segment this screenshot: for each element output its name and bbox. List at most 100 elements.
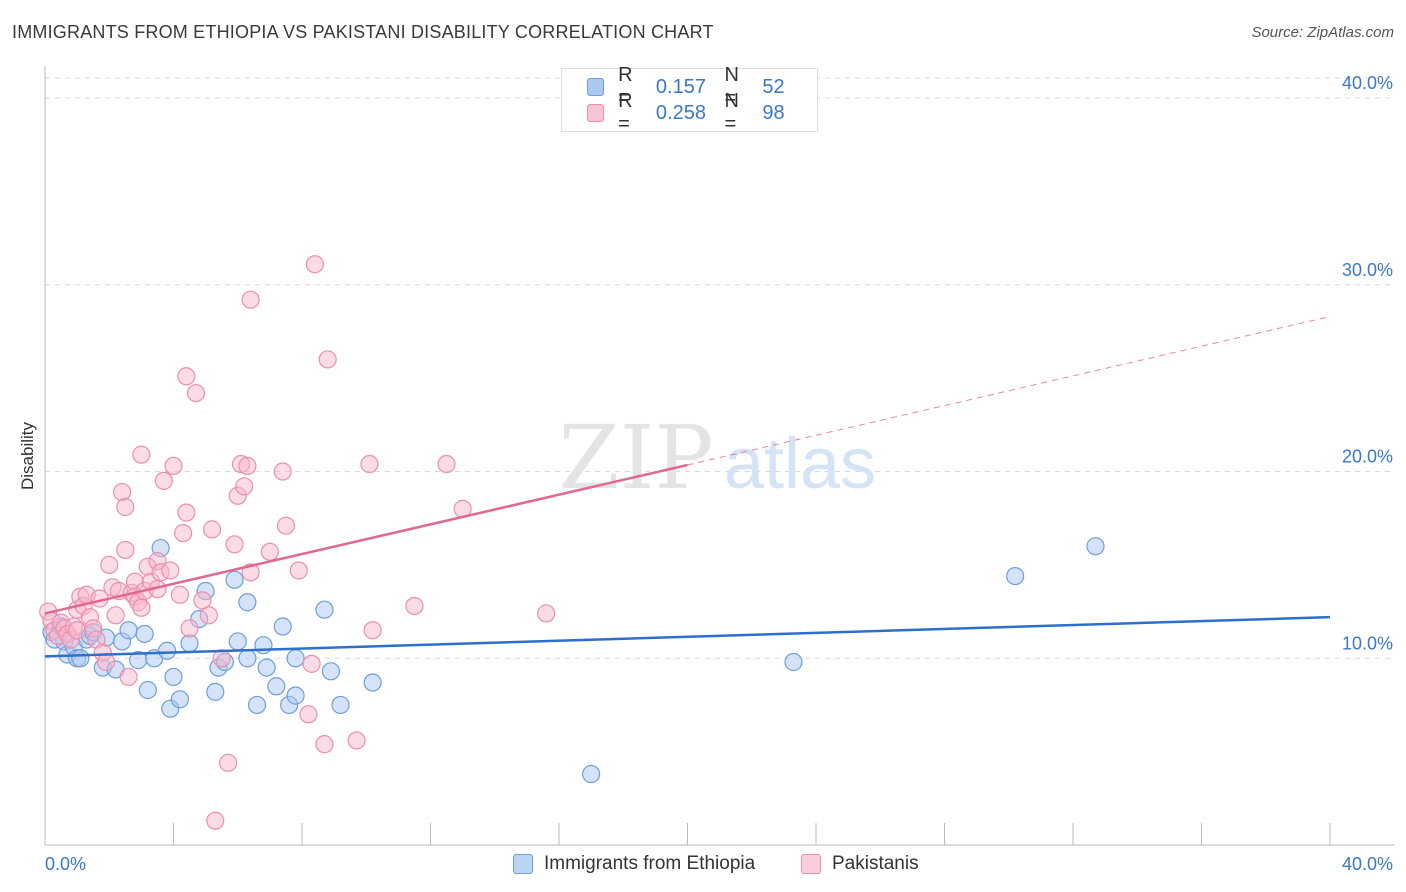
n-value: 98 (762, 101, 785, 124)
pakistani-point (305, 255, 324, 274)
ethiopia-point (286, 686, 305, 705)
pakistani-point (302, 654, 321, 673)
ethiopia-point (135, 624, 154, 644)
pakistani-point (68, 621, 87, 640)
ethiopia-point (138, 680, 157, 700)
x-tick-label: 0.0% (45, 854, 86, 874)
pakistani-point (289, 561, 308, 580)
pakistani-point (116, 540, 135, 560)
pakistani-point (170, 585, 190, 604)
ethiopia-point (1086, 537, 1105, 556)
swatch-pink (587, 104, 605, 122)
pakistani-point (161, 561, 180, 580)
r-label: R = (618, 64, 633, 109)
watermark-zip: ZIP (558, 406, 713, 509)
r-value: 0.157 (655, 75, 706, 98)
pakistani-point (347, 731, 366, 750)
stats-row-ethiopia: R = 0.157 N = 52 (587, 64, 817, 109)
ethiopia-point (331, 695, 350, 715)
n-label: N = (724, 90, 739, 135)
pakistani-point (238, 456, 257, 476)
source-credit: Source: ZipAtlas.com (1251, 24, 1394, 41)
watermark-atlas: atlas (724, 424, 876, 504)
pakistani-point (273, 462, 292, 481)
pakistani-point (106, 606, 125, 625)
ethiopia-point (257, 658, 276, 677)
ethiopia-point (238, 649, 257, 668)
ethiopia-point (267, 677, 286, 696)
ethiopia-point (1006, 566, 1025, 586)
ethiopia-point (225, 570, 244, 589)
pakistani-point (219, 753, 238, 772)
pakistani-point (299, 705, 318, 724)
ethiopia-point (247, 695, 267, 715)
legend-item-pakistani[interactable]: Pakistanis (801, 850, 919, 878)
pakistani-point (318, 350, 337, 369)
legend-swatch-pink (801, 854, 821, 874)
pakistani-point (177, 503, 196, 522)
ethiopia-point (363, 673, 382, 692)
pakistani-point (116, 497, 135, 517)
pakistani-point (225, 535, 244, 554)
ethiopia-point (228, 632, 247, 651)
pakistani-point (437, 454, 456, 474)
pakistani-point (199, 606, 218, 625)
ethiopia-point (315, 600, 334, 619)
y-tick-label: 10.0% (1342, 633, 1393, 653)
pakistani-point (206, 811, 225, 830)
pakistani-point (241, 290, 260, 309)
pakistani-point (360, 454, 379, 474)
tick-labels: 10.0% 20.0% 30.0% 40.0% 0.0% 40.0% (45, 73, 1393, 874)
pakistani-point (177, 367, 196, 386)
ethiopia-point (273, 617, 292, 636)
series-legend: Immigrants from Ethiopia Pakistanis (0, 850, 1406, 878)
ethiopia-point (321, 662, 341, 681)
swatch-blue (587, 78, 605, 96)
ethiopia-point (119, 621, 138, 640)
legend-label-ethiopia: Immigrants from Ethiopia (544, 853, 756, 874)
pakistani-point (363, 621, 382, 640)
pakistani-point (276, 516, 296, 535)
pakistani-point (100, 555, 119, 574)
x-tick-label: 40.0% (1342, 854, 1393, 874)
stats-legend: R = 0.157 N = 52 R = 0.258 N = 98 (561, 64, 818, 135)
pakistani-point (119, 667, 138, 687)
ethiopia-point (784, 652, 803, 672)
y-tick-label: 20.0% (1342, 447, 1393, 467)
pakistani-point (132, 445, 151, 464)
pakistani-point (235, 477, 254, 496)
pakistani-point (180, 619, 199, 638)
ethiopia-point (157, 641, 177, 660)
r-label: R = (618, 90, 633, 135)
stats-row-pakistani: R = 0.258 N = 98 (587, 90, 817, 135)
pakistani-point (405, 596, 424, 616)
y-tick-label: 40.0% (1342, 73, 1393, 93)
ethiopia-point (582, 764, 601, 784)
pakistani-point (260, 542, 279, 561)
ethiopia-point (206, 682, 225, 701)
n-value: 52 (762, 75, 785, 98)
ethiopia-point (170, 690, 190, 709)
legend-label-pakistani: Pakistanis (832, 853, 919, 874)
pakistani-point (315, 735, 334, 754)
pakistani-point (186, 383, 206, 403)
pakistani-point (96, 652, 116, 672)
pakistani-point (537, 604, 556, 623)
chart-title: IMMIGRANTS FROM ETHIOPIA VS PAKISTANI DI… (12, 22, 714, 42)
series-ethiopia-points (42, 537, 1105, 784)
pakistani-point (164, 456, 183, 476)
pakistani-point (154, 471, 173, 490)
pakistani-point (174, 524, 193, 543)
ethiopia-point (164, 667, 183, 687)
trend-line-blue (44, 615, 1331, 658)
legend-swatch-blue (513, 854, 533, 874)
y-tick-label: 30.0% (1342, 260, 1393, 280)
r-value: 0.258 (655, 101, 706, 124)
legend-item-ethiopia[interactable]: Immigrants from Ethiopia (513, 850, 755, 878)
trend-lines (44, 316, 1331, 658)
pakistani-point (132, 598, 151, 617)
n-label: N = (724, 64, 739, 109)
ethiopia-point (286, 649, 305, 668)
pakistani-point (202, 520, 222, 539)
